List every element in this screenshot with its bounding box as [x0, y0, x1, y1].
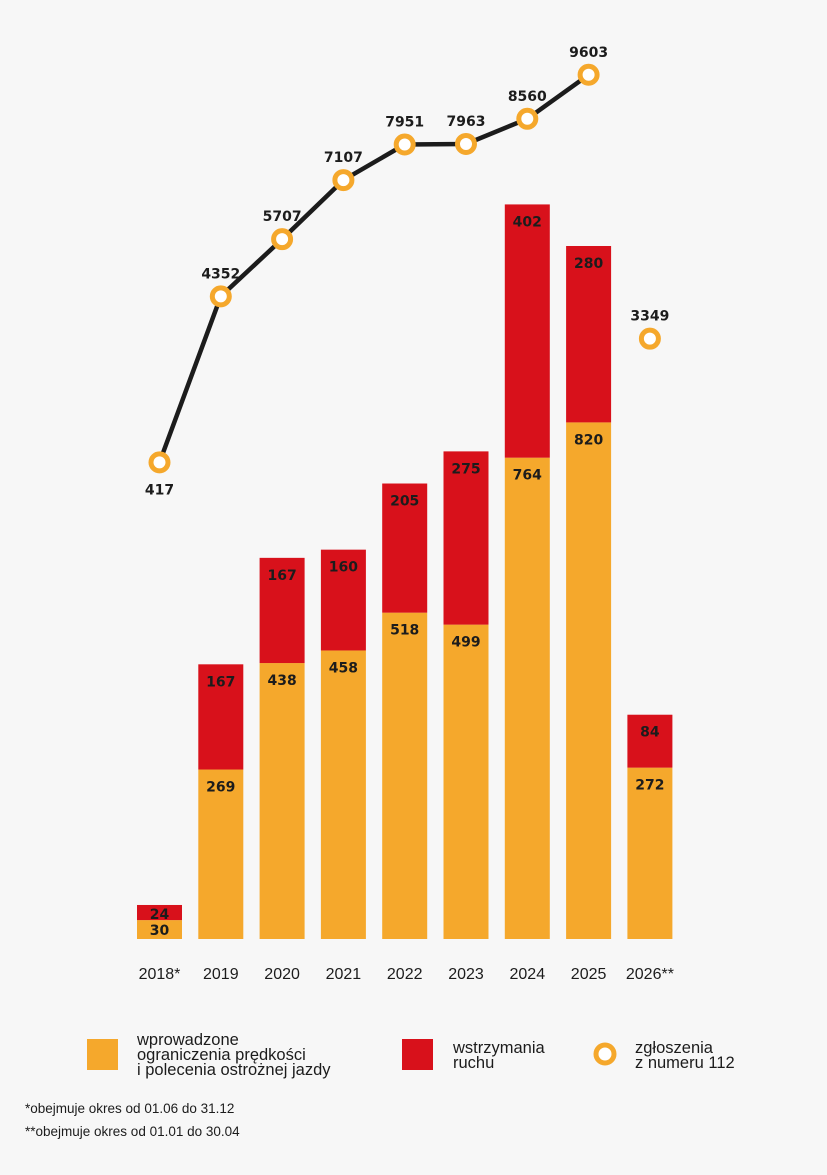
bar-segment-wstrzymania	[137, 904, 182, 921]
bar-segment-wstrzymania	[504, 204, 550, 458]
bar-value-label: 438	[267, 673, 296, 689]
legend-label: wprowadzone	[136, 1031, 239, 1049]
legend-label: ruchu	[453, 1054, 494, 1072]
bar-value-label: 499	[451, 635, 480, 651]
bar-value-label: 167	[267, 568, 296, 584]
x-tick-label: 2019	[203, 966, 239, 983]
bar-value-label: 820	[574, 432, 603, 448]
line-point-ring	[638, 327, 661, 350]
line-point-label: 9603	[569, 45, 608, 61]
legend-ring-icon	[593, 1042, 617, 1066]
legend-label: ograniczenia prędkości	[137, 1046, 306, 1064]
line-point-label: 7951	[385, 114, 424, 130]
x-tick-label: 2020	[264, 966, 300, 983]
line-point-ring	[148, 451, 171, 474]
line-series-group: 417 4352 5707 7107 7951 7963 8560 9603 3349	[145, 45, 670, 499]
bar-segment-wprowadzone	[259, 663, 305, 939]
bar-segment-wprowadzone	[504, 457, 550, 939]
legend-label: z numeru 112	[635, 1054, 735, 1072]
bar-value-label: 24	[150, 907, 170, 923]
line-point-label: 417	[145, 482, 174, 498]
bar-value-label: 275	[451, 461, 480, 477]
legend-label: zgłoszenia	[635, 1039, 714, 1057]
legend-swatch	[402, 1039, 433, 1070]
footnote-text: *obejmuje okres od 01.06 do 31.12	[25, 1101, 234, 1116]
bar-value-label: 458	[329, 660, 358, 676]
legend-label: i polecenia ostrożnej jazdy	[137, 1061, 331, 1079]
x-tick-label: 2025	[571, 966, 607, 983]
bar-value-label: 269	[206, 780, 235, 796]
line-point-ring	[271, 228, 294, 251]
line-point-ring	[209, 285, 232, 308]
bar-value-label: 160	[329, 560, 358, 576]
x-axis-labels: 2018* 2019 2020 2021 2022 2023 2024 2025 2026**	[139, 966, 674, 983]
line-point-label: 8560	[508, 89, 547, 105]
line-point-ring	[516, 107, 539, 130]
line-point-ring	[455, 132, 477, 155]
bar-segment-wprowadzone	[627, 767, 673, 939]
bar-segment-wprowadzone	[198, 769, 244, 939]
bar-segment-wstrzymania	[566, 246, 612, 423]
x-tick-label: 2024	[510, 966, 546, 983]
line-point-label: 7963	[447, 114, 486, 130]
bar-segment-wstrzymania	[259, 557, 305, 664]
line-point-ring	[577, 63, 600, 86]
line-point-label: 5707	[263, 209, 302, 225]
bar-value-label: 205	[390, 494, 419, 510]
line-point-label: 7107	[324, 150, 363, 166]
bar-value-label: 764	[513, 468, 542, 484]
bar-value-label: 272	[635, 778, 664, 794]
bar-value-label: 84	[640, 725, 660, 741]
line-point-ring	[393, 133, 416, 156]
bar-segment-wprowadzone	[382, 612, 428, 939]
x-tick-label: 2018*	[139, 966, 181, 983]
bar-segment-wstrzymania	[627, 714, 673, 768]
x-tick-label: 2023	[448, 966, 484, 983]
line-point-ring	[332, 169, 355, 192]
bar-segment-wprowadzone	[137, 920, 182, 939]
x-tick-label: 2026**	[626, 966, 674, 983]
bar-segment-wstrzymania	[198, 664, 244, 770]
footnotes: *obejmuje okres od 01.06 do 31.12 **obejm…	[25, 1101, 240, 1139]
bar-value-label: 280	[574, 256, 603, 272]
line-series-path	[157, 72, 590, 464]
line-point-label: 3349	[630, 309, 669, 325]
bar-value-label: 30	[150, 923, 170, 939]
bar-segment-wprowadzone	[443, 624, 489, 939]
bar-segment-wstrzymania	[320, 549, 366, 651]
bar-segment-wprowadzone	[566, 422, 612, 939]
bar-segment-wstrzymania	[443, 451, 489, 625]
bar-value-label: 518	[390, 623, 419, 639]
x-tick-label: 2022	[387, 966, 423, 983]
line-point-label: 4352	[201, 266, 240, 282]
bar-segment-wstrzymania	[382, 483, 428, 613]
bar-segment-wprowadzone	[320, 650, 366, 939]
x-tick-label: 2021	[326, 966, 362, 983]
bar-value-label: 402	[513, 214, 542, 230]
legend-swatch	[87, 1039, 118, 1070]
footnote-text: **obejmuje okres od 01.01 do 30.04	[25, 1124, 240, 1139]
legend-label: wstrzymania	[452, 1039, 546, 1057]
bar-value-label: 167	[206, 674, 235, 690]
